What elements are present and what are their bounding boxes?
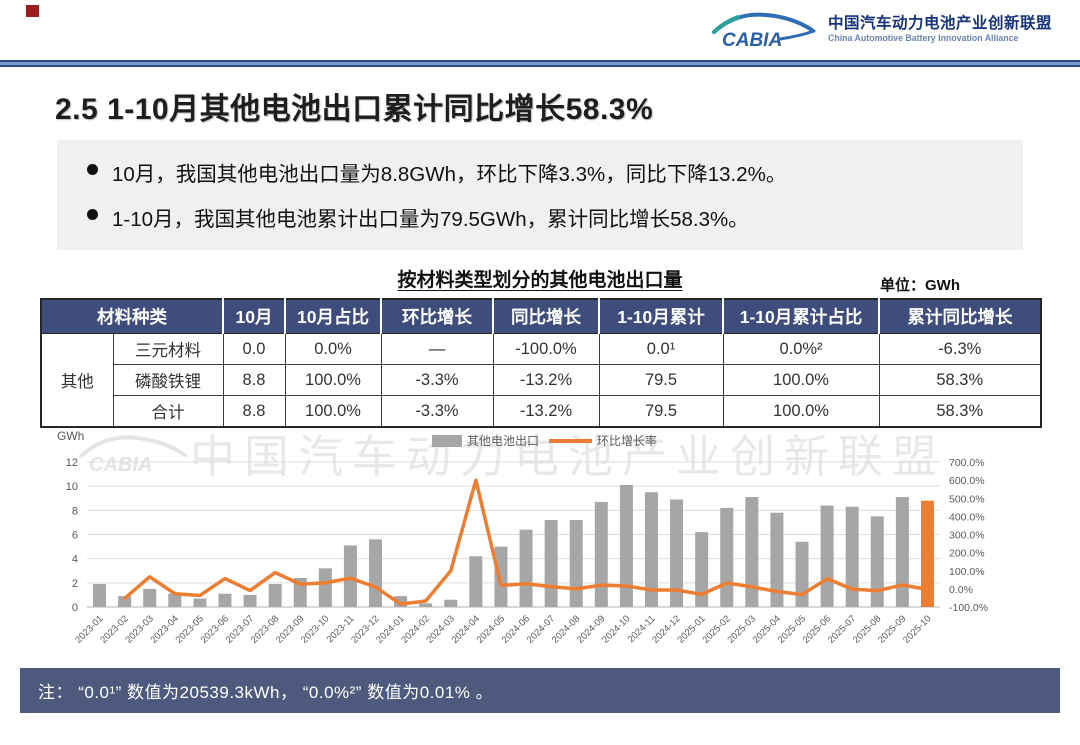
cell: 0.0%²: [722, 333, 880, 365]
cell: -3.3%: [380, 395, 494, 428]
bullet-icon: [87, 164, 98, 175]
summary-text-2: 1-10月，我国其他电池累计出口量为79.5GWh，累计同比增长58.3%。: [112, 208, 749, 231]
svg-text:0.0%: 0.0%: [949, 584, 973, 596]
svg-text:-100.0%: -100.0%: [949, 602, 988, 614]
svg-text:6: 6: [72, 530, 78, 542]
export-bar-line-chart: 0 2 4 6 8 10 12 GWh 700.0% 600.0% 500.0% 400.0% 300.…: [57, 429, 988, 646]
page-title: 2.5 1-10月其他电池出口累计同比增长58.3%: [55, 93, 654, 126]
cell: -6.3%: [878, 333, 1042, 365]
org-logo: CABIA 中国汽车动力电池产业创新联盟 China Automotive Ba…: [708, 6, 1052, 52]
svg-text:8: 8: [72, 505, 78, 517]
col-cum: 1-10月累计: [599, 299, 724, 334]
bullet-icon: [87, 209, 98, 220]
svg-text:2: 2: [72, 578, 78, 590]
cell: 8.8: [222, 364, 286, 396]
cell: 79.5: [598, 364, 724, 396]
cell: 0.0: [222, 333, 286, 365]
footer-note: 注： “0.0¹” 数值为20539.3kWh， “0.0%²” 数值为0.01…: [38, 683, 494, 702]
row-label: 三元材料: [112, 333, 224, 365]
svg-text:其他电池出口: 其他电池出口: [467, 434, 539, 448]
col-yoy: 同比增长: [493, 299, 600, 334]
svg-text:200.0%: 200.0%: [949, 548, 985, 560]
summary-text-1: 10月，我国其他电池出口量为8.8GWh，环比下降3.3%，同比下降13.2%。: [112, 163, 787, 186]
col-material: 材料种类: [41, 299, 224, 334]
org-name-block: 中国汽车动力电池产业创新联盟 China Automotive Battery …: [828, 14, 1052, 44]
col-cum-yoy: 累计同比增长: [879, 299, 1042, 334]
summary-bullet-1: 10月，我国其他电池出口量为8.8GWh，环比下降3.3%，同比下降13.2%。: [87, 157, 786, 187]
table-row: 其他 三元材料 0.0 0.0% — -100.0% 0.0¹ 0.0%² -6…: [40, 333, 1042, 428]
group-label: 其他: [40, 333, 114, 428]
svg-text:400.0%: 400.0%: [949, 511, 985, 523]
cell: -100.0%: [492, 333, 600, 365]
footer-bar: 注： “0.0¹” 数值为20539.3kWh， “0.0%²” 数值为0.01…: [20, 668, 1060, 713]
svg-text:300.0%: 300.0%: [949, 530, 985, 542]
summary-box: 10月，我国其他电池出口量为8.8GWh，环比下降3.3%，同比下降13.2%。…: [57, 140, 1023, 250]
cell: 58.3%: [878, 395, 1042, 428]
org-name-en: China Automotive Battery Innovation Alli…: [827, 33, 1019, 44]
svg-text:10: 10: [66, 481, 78, 493]
corner-accent-square: [26, 5, 39, 17]
svg-text:500.0%: 500.0%: [949, 493, 985, 505]
svg-text:2023-10: 2023-10: [299, 613, 331, 645]
svg-text:2024-10: 2024-10: [600, 613, 632, 645]
col-mom: 环比增长: [381, 299, 494, 334]
table-caption: 按材料类型划分的其他电池出口量: [397, 270, 683, 291]
svg-text:0: 0: [72, 602, 78, 614]
svg-text:2025-10: 2025-10: [901, 613, 933, 645]
table-header-row: 材料种类 10月 10月占比 环比增长 同比增长 1-10月累计 1-10月累计…: [41, 299, 1042, 334]
chart-section: 中国汽车动力电池产业创新联盟 CABIA 0 2 4 6 8 10 12 GWh 700.0% 6…: [25, 418, 1055, 670]
table-row: 合计 8.8 100.0% -3.3% -13.2% 79.5 100.0% 5…: [41, 395, 1042, 428]
svg-text:环比增长率: 环比增长率: [597, 433, 657, 448]
cabia-logo-text: CABIA: [722, 30, 782, 51]
svg-text:100.0%: 100.0%: [949, 566, 985, 578]
col-oct-share: 10月占比: [285, 299, 382, 334]
col-oct: 10月: [223, 299, 286, 334]
table-row: 磷酸铁锂 8.8 100.0% -3.3% -13.2% 79.5 100.0%…: [41, 364, 1042, 396]
svg-text:CABIA: CABIA: [89, 454, 152, 476]
cell: -13.2%: [492, 364, 600, 396]
summary-bullet-2: 1-10月，我国其他电池累计出口量为79.5GWh，累计同比增长58.3%。: [87, 202, 749, 232]
cell: 0.0%: [284, 333, 382, 365]
row-label: 磷酸铁锂: [112, 364, 224, 396]
cell: 100.0%: [722, 364, 880, 396]
cell: 0.0¹: [598, 333, 724, 365]
cell: 58.3%: [878, 364, 1042, 396]
header-divider: [0, 60, 1080, 67]
cabia-logo-icon: CABIA: [711, 12, 816, 51]
cell: 8.8: [222, 395, 286, 428]
svg-text:700.0%: 700.0%: [949, 457, 985, 469]
svg-text:12: 12: [66, 457, 78, 469]
cell: 100.0%: [284, 364, 382, 396]
col-cum-share: 1-10月累计占比: [723, 299, 880, 334]
unit-label: 单位：GWh: [880, 277, 960, 294]
svg-text:600.0%: 600.0%: [949, 475, 985, 487]
cell: 100.0%: [722, 395, 880, 428]
cell: -3.3%: [380, 364, 494, 396]
svg-text:GWh: GWh: [57, 429, 84, 443]
svg-text:4: 4: [72, 554, 78, 566]
row-label: 合计: [112, 395, 224, 428]
material-export-table: 材料种类 10月 10月占比 环比增长 同比增长 1-10月累计 1-10月累计…: [40, 298, 1042, 428]
org-name-cn: 中国汽车动力电池产业创新联盟: [827, 14, 1052, 32]
cell: —: [380, 333, 494, 365]
watermark-cabia-icon: CABIA: [79, 435, 187, 476]
